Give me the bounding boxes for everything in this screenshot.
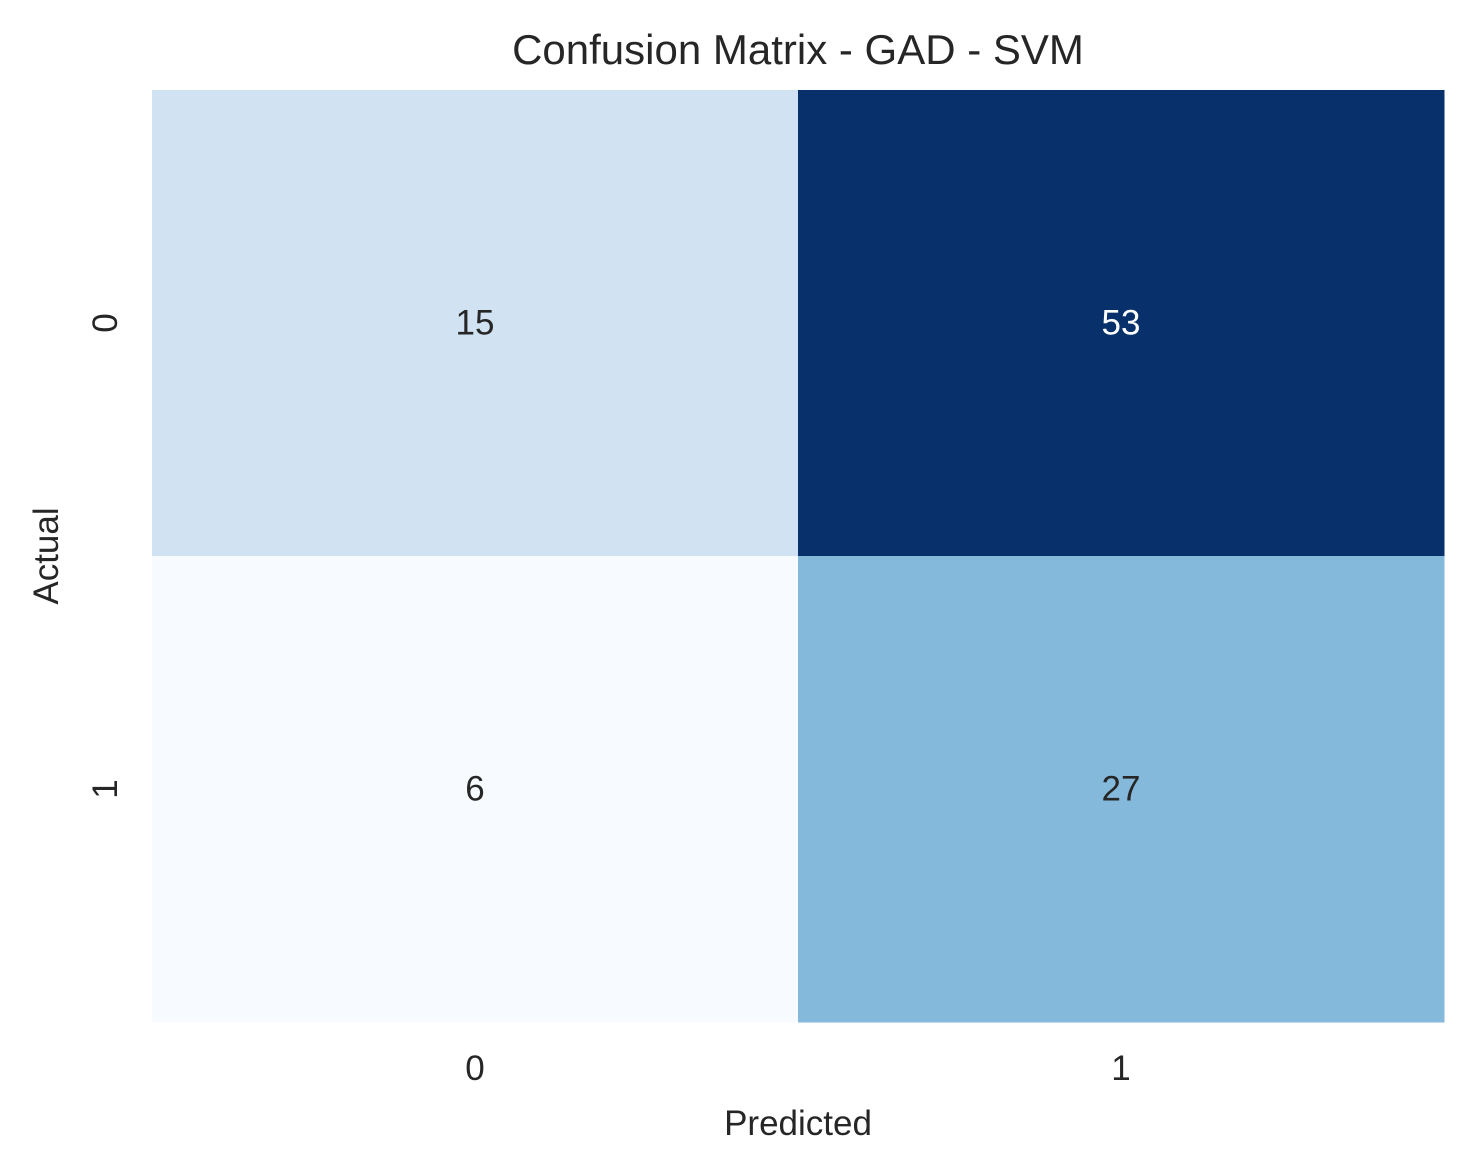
x-tick-label-1: 1 [1111,1049,1130,1088]
heatmap-cells [152,90,1445,1023]
y-tick-label-1: 1 [86,779,125,798]
x-tick-label-0: 0 [465,1049,484,1088]
y-axis-label: Actual [27,507,66,604]
cell-value-r1-c0: 6 [465,770,484,809]
cell-value-r1-c1: 27 [1102,770,1141,809]
heatmap-cell-r0-c0 [152,90,799,557]
cell-value-r0-c0: 15 [456,304,495,343]
heatmap-cell-labels: 15 53 6 27 [456,304,1141,809]
heatmap-cell-r1-c0 [152,556,799,1023]
x-axis-label: Predicted [724,1104,872,1143]
chart-title: Confusion Matrix - GAD - SVM [512,26,1084,73]
y-tick-label-0: 0 [86,313,125,332]
cell-value-r0-c1: 53 [1102,304,1141,343]
heatmap-cell-r1-c1 [798,556,1445,1023]
heatmap-cell-r0-c1 [798,90,1445,557]
y-axis-ticks: 01 [86,313,125,798]
